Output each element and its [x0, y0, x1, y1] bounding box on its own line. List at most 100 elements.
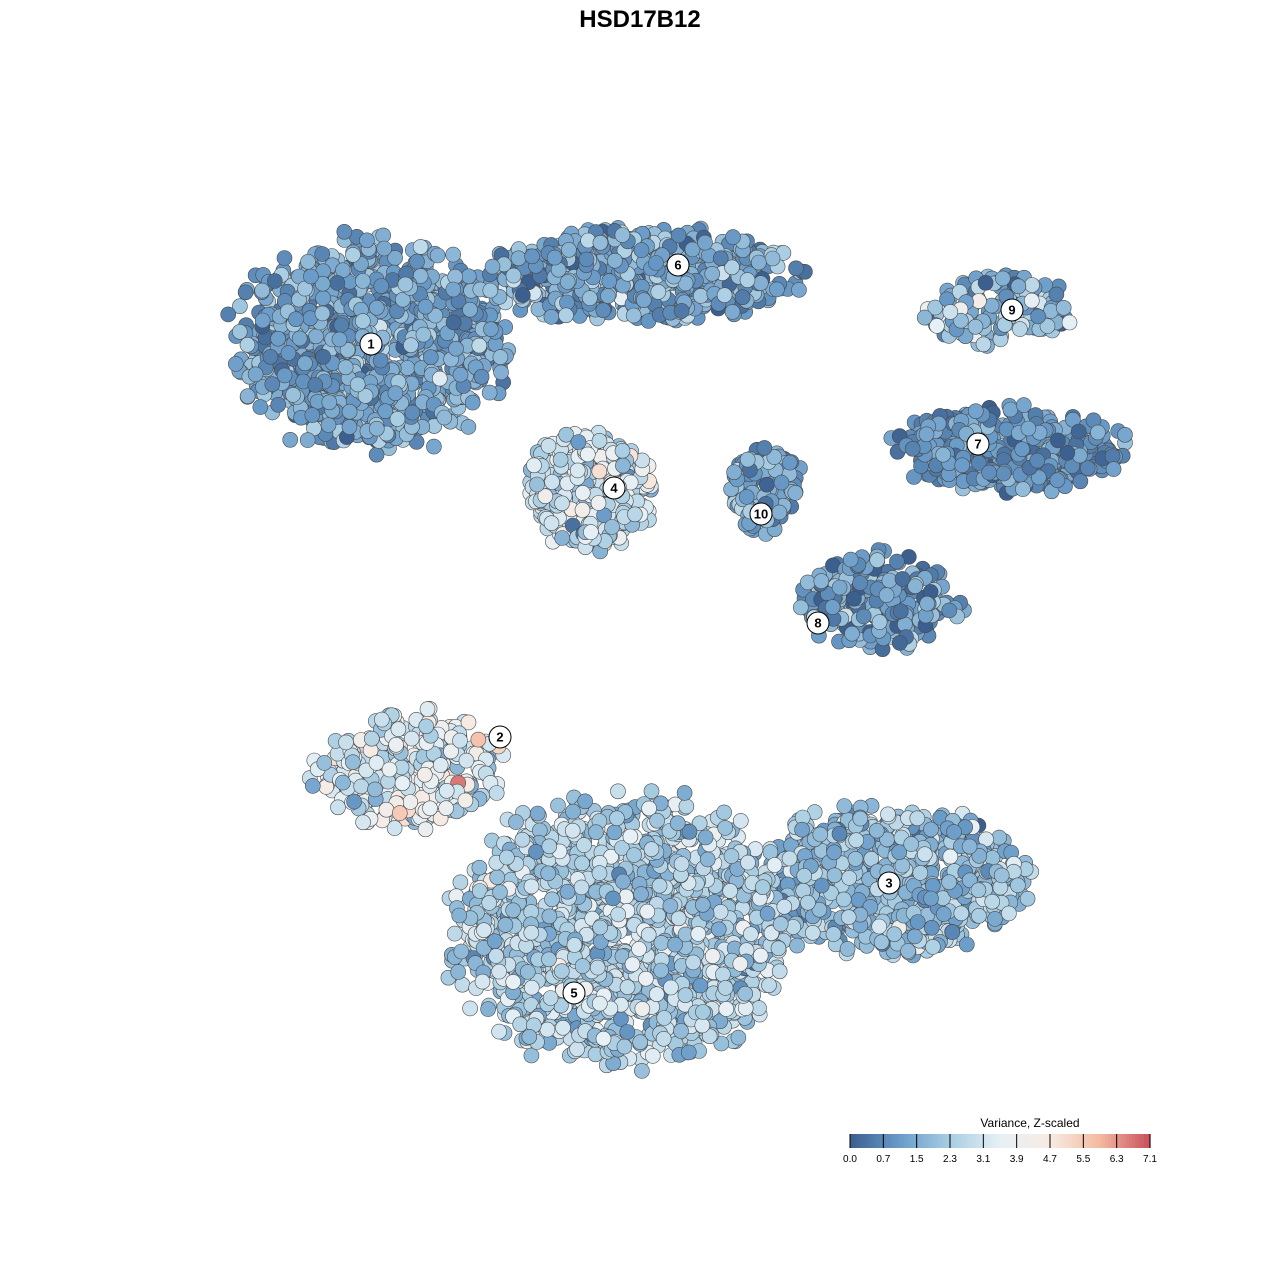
cell-point — [417, 821, 434, 838]
cell-point — [648, 255, 664, 271]
cell-point — [337, 359, 354, 376]
cell-point — [291, 330, 308, 347]
cell-point — [331, 331, 348, 348]
cell-point — [314, 246, 331, 262]
cell-point — [756, 440, 773, 456]
cell-point — [399, 360, 416, 376]
cell-point — [844, 625, 860, 642]
cell-point — [1024, 277, 1040, 293]
cell-point — [526, 457, 542, 474]
cell-point — [842, 551, 859, 568]
cell-point — [432, 757, 449, 773]
cell-point — [871, 614, 888, 630]
cell-point — [304, 407, 321, 423]
cell-point — [804, 924, 821, 941]
cell-point — [282, 431, 299, 448]
cell-point — [403, 337, 419, 354]
cell-point — [473, 368, 490, 385]
cell-point — [944, 924, 961, 940]
cell-point — [869, 552, 886, 569]
cell-point — [505, 267, 522, 284]
cell-point — [1055, 299, 1072, 316]
cell-point — [376, 240, 393, 257]
cell-point — [583, 524, 599, 540]
cell-point — [415, 326, 432, 343]
cell-point — [1029, 452, 1046, 469]
cell-point — [341, 403, 358, 420]
cell-point — [492, 349, 509, 365]
cell-point — [373, 711, 390, 728]
cell-point — [427, 307, 444, 324]
cell-point — [338, 734, 354, 751]
cell-point — [916, 309, 933, 326]
cell-point — [546, 249, 563, 266]
cell-point — [280, 345, 297, 361]
cell-point — [600, 288, 616, 304]
cell-point — [984, 893, 1001, 910]
cell-point — [579, 446, 596, 463]
cell-point — [604, 519, 620, 535]
cell-point — [610, 783, 626, 800]
cell-point — [614, 227, 631, 243]
cell-point — [458, 752, 475, 769]
cell-point — [1050, 432, 1066, 449]
cell-point — [264, 376, 281, 393]
chart-title: HSD17B12 — [579, 6, 700, 33]
cell-point — [333, 317, 350, 333]
cell-point — [650, 284, 667, 300]
cell-point — [758, 476, 775, 493]
cell-point — [582, 290, 598, 306]
cell-point — [967, 403, 984, 420]
cell-point — [591, 463, 608, 480]
cell-point — [906, 928, 923, 945]
cell-point — [391, 805, 408, 821]
cell-point — [891, 635, 908, 651]
cell-point — [488, 785, 505, 801]
cell-point — [607, 252, 623, 269]
cell-point — [276, 250, 293, 266]
cell-point — [570, 434, 587, 450]
cell-point — [387, 385, 404, 402]
cell-point — [359, 232, 375, 249]
cell-point — [873, 934, 890, 951]
cell-point — [426, 438, 442, 455]
cell-point — [315, 290, 331, 306]
cell-point — [1090, 424, 1106, 441]
cell-point — [954, 457, 971, 474]
cell-point — [402, 794, 419, 810]
cell-point — [316, 755, 333, 771]
cell-point — [460, 419, 477, 435]
cell-point — [781, 454, 798, 471]
cell-point — [390, 721, 407, 738]
cell-point — [1059, 444, 1076, 461]
cell-point — [831, 825, 848, 842]
cell-point — [909, 810, 926, 827]
cell-point — [252, 399, 269, 415]
cell-point — [464, 394, 481, 411]
cell-point — [590, 495, 607, 511]
cell-point — [812, 826, 829, 843]
cell-point — [840, 909, 857, 926]
cell-point — [345, 247, 361, 263]
cell-point — [404, 404, 421, 421]
cell-point — [800, 894, 816, 911]
cell-point — [769, 281, 785, 298]
cell-point — [341, 419, 358, 435]
cell-point — [299, 432, 316, 448]
cell-point — [868, 822, 885, 839]
cell-point — [419, 701, 436, 717]
cell-point — [673, 303, 690, 319]
cell-point — [354, 313, 371, 329]
cell-point — [946, 824, 962, 840]
cell-point — [871, 918, 888, 935]
cell-point — [773, 474, 790, 491]
cell-point — [633, 242, 650, 258]
cell-point — [377, 403, 394, 420]
cell-point — [436, 409, 453, 426]
cell-point — [970, 882, 987, 899]
cell-point — [1015, 481, 1031, 497]
cell-point — [909, 914, 926, 930]
cell-point — [1024, 292, 1040, 309]
cell-point — [971, 907, 987, 924]
